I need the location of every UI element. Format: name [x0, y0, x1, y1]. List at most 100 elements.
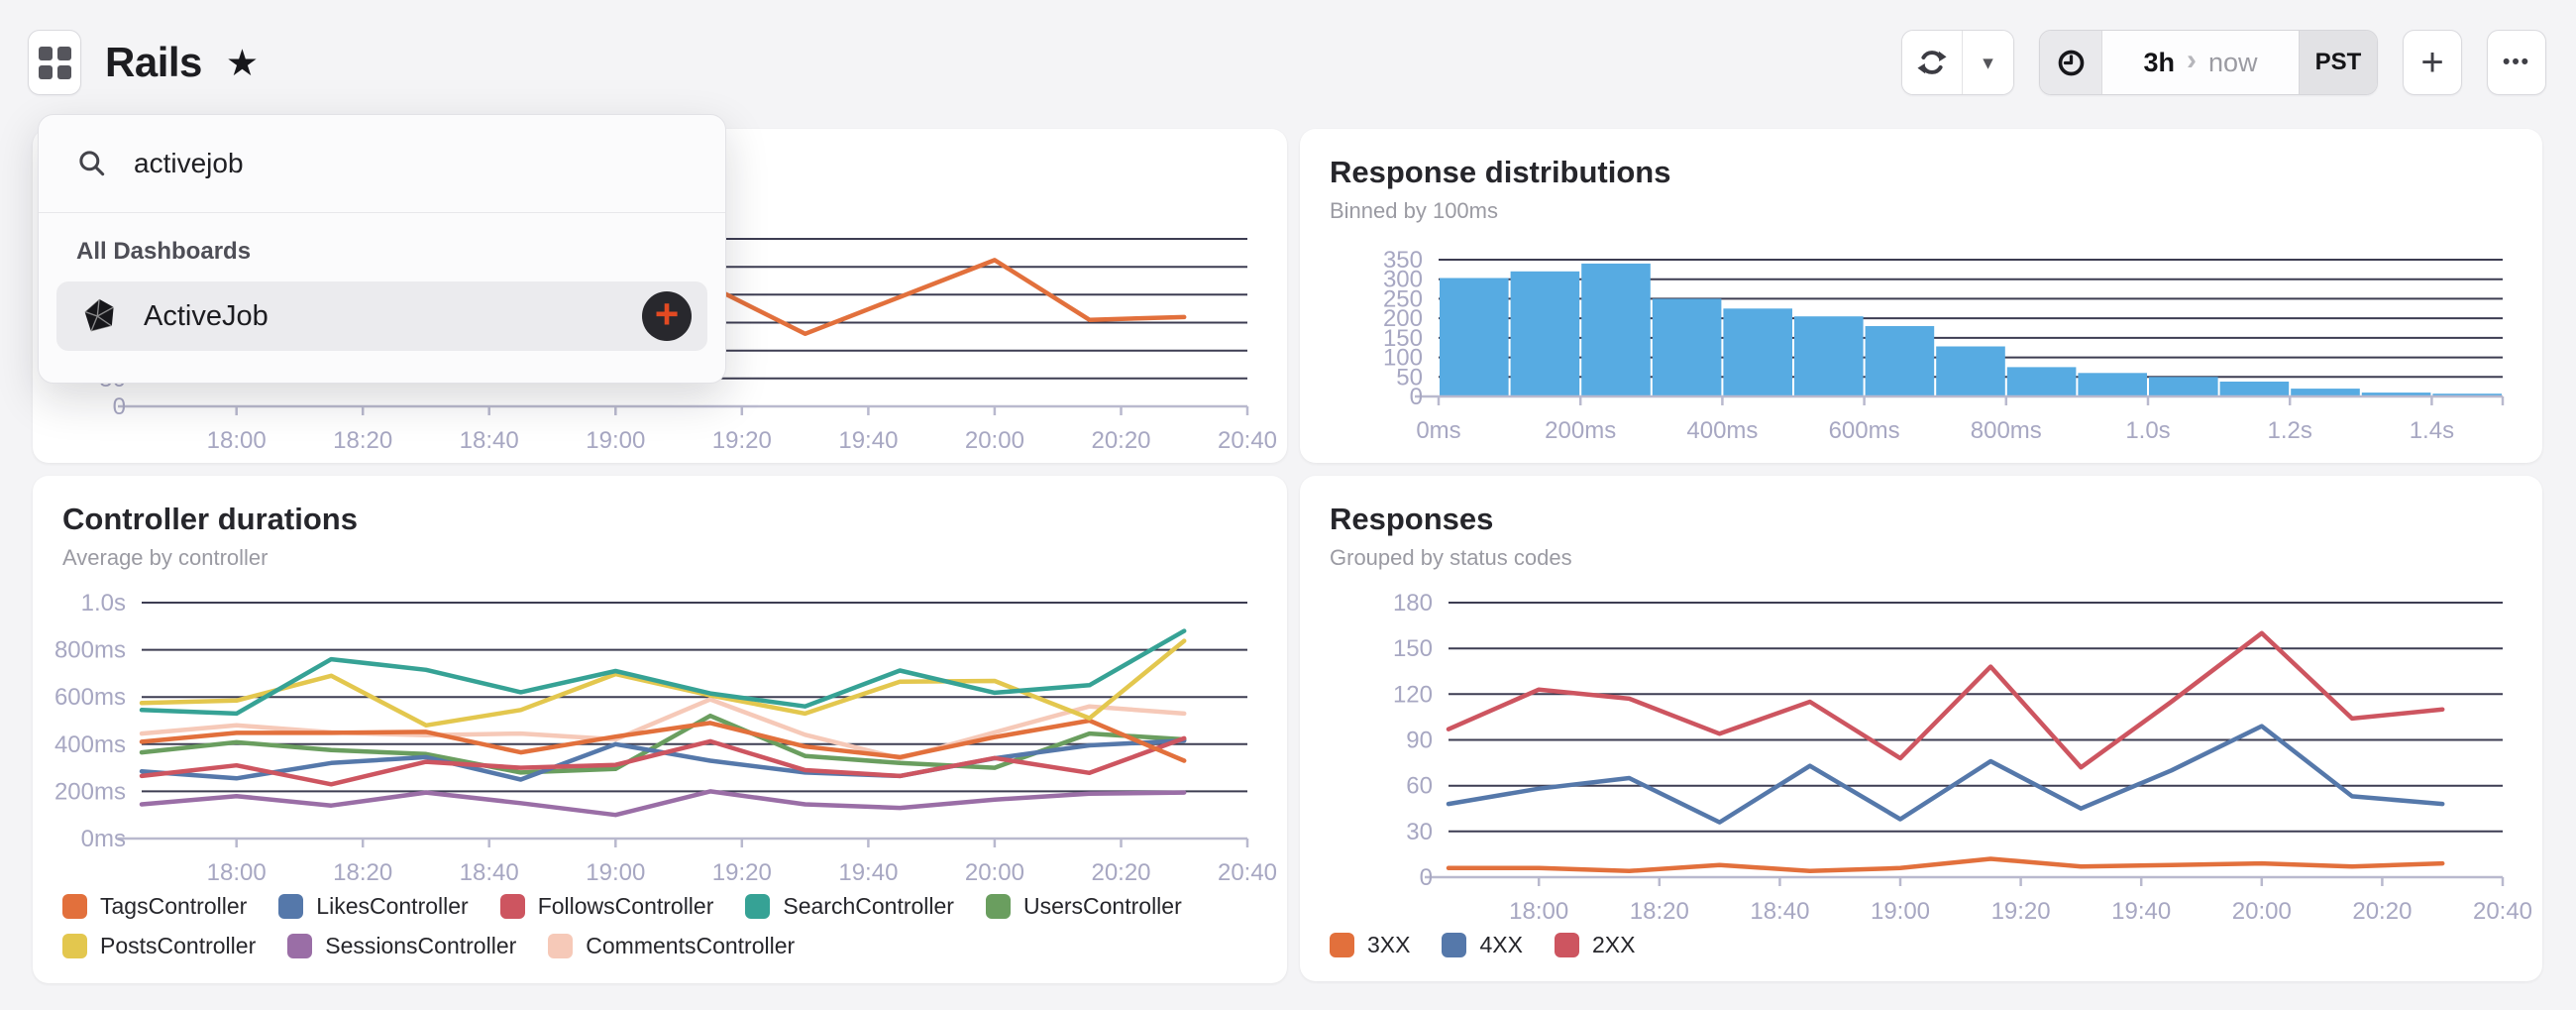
responses-chart-canvas: 18:00 18:20 18:40 19:00 19:20 19:40 20:00 20:20…: [1393, 590, 2532, 925]
svg-text:19:20: 19:20: [712, 859, 772, 886]
svg-text:0: 0: [113, 393, 126, 420]
svg-text:0: 0: [1410, 384, 1423, 410]
dashboard-search-overlay: All Dashboards ActiveJob +: [38, 114, 726, 384]
search-row: [39, 115, 725, 212]
svg-text:0ms: 0ms: [81, 826, 126, 852]
legend-label: 3XX: [1367, 932, 1411, 957]
svg-text:20:00: 20:00: [965, 859, 1024, 886]
refresh-options-button[interactable]: ▾: [1962, 31, 2013, 94]
legend-swatch: [287, 934, 313, 958]
svg-text:20:40: 20:40: [2473, 898, 2532, 925]
legend-item-CommentsController[interactable]: CommentsController: [548, 933, 795, 959]
svg-text:20:00: 20:00: [965, 427, 1024, 454]
refresh-icon: [1917, 51, 1947, 74]
page-title: Rails: [105, 39, 202, 85]
svg-text:250: 250: [1383, 285, 1423, 312]
svg-text:180: 180: [1393, 590, 1433, 617]
svg-text:20:20: 20:20: [2352, 898, 2412, 925]
favorite-star-icon[interactable]: ★: [225, 42, 260, 83]
svg-text:800ms: 800ms: [1971, 417, 2042, 444]
svg-text:18:20: 18:20: [1630, 898, 1689, 925]
grid-icon: [38, 46, 71, 79]
refresh-button[interactable]: [1902, 31, 1962, 94]
time-range-display[interactable]: 3h › now: [2102, 31, 2299, 94]
search-icon: [79, 151, 105, 176]
apps-grid-button[interactable]: [28, 30, 81, 95]
legend-swatch: [548, 934, 574, 958]
responses-legend: 3XX 4XX 2XX: [1330, 932, 1635, 958]
legend-label: LikesController: [316, 893, 469, 919]
panel-title: Controller durations: [62, 502, 358, 536]
panel-subtitle: Grouped by status codes: [1330, 545, 1572, 570]
divider: [39, 212, 725, 213]
panel-subtitle: Average by controller: [62, 545, 268, 570]
search-result-label: ActiveJob: [144, 299, 268, 332]
legend-swatch: [62, 934, 87, 958]
svg-text:1.0s: 1.0s: [81, 590, 126, 617]
legend-label: UsersController: [1022, 893, 1182, 919]
add-panel-button[interactable]: +: [2403, 30, 2462, 95]
legend-label: 2XX: [1591, 932, 1636, 957]
panel-responses: Responses Grouped by status codes 18:00 1…: [1300, 476, 2542, 981]
time-picker-button[interactable]: [2040, 31, 2102, 94]
svg-text:30: 30: [1406, 819, 1433, 845]
svg-text:19:00: 19:00: [586, 427, 645, 454]
legend-label: CommentsController: [586, 933, 796, 958]
controller-durations-legend: TagsController LikesController FollowsCont…: [62, 893, 1182, 959]
svg-text:19:40: 19:40: [2111, 898, 2171, 925]
time-range-control: 3h › now PST: [2039, 30, 2378, 95]
panel-response-distributions: Response distributions Binned by 100ms 0…: [1300, 129, 2542, 463]
legend-item-FollowsController[interactable]: FollowsController: [499, 893, 714, 920]
top-bar: Rails ★ ▾: [0, 0, 2576, 127]
panel-title: Response distributions: [1330, 155, 1671, 189]
timezone-button[interactable]: PST: [2299, 31, 2377, 94]
legend-swatch: [62, 894, 87, 919]
legend-swatch: [1554, 933, 1579, 957]
legend-swatch: [985, 894, 1011, 919]
svg-text:350: 350: [1383, 247, 1423, 274]
svg-text:1.0s: 1.0s: [2125, 417, 2170, 444]
legend-item-TagsController[interactable]: TagsController: [62, 893, 247, 920]
top-left-chart-canvas: 18:00 18:20 18:40 19:00 19:20 19:40 20:00 20:20…: [99, 238, 1277, 454]
search-section-label: All Dashboards: [76, 238, 252, 265]
gem-icon: [84, 298, 114, 333]
controller-durations-chart-canvas: 18:00 18:20 18:40 19:00 19:20 19:40 20:00 20:20…: [54, 590, 1277, 886]
svg-text:400ms: 400ms: [54, 731, 126, 758]
add-dashboard-button[interactable]: +: [642, 291, 692, 341]
more-options-button[interactable]: •••: [2487, 30, 2546, 95]
legend-swatch: [1330, 933, 1354, 957]
legend-item-4XX[interactable]: 4XX: [1442, 932, 1523, 958]
svg-text:20:20: 20:20: [1091, 427, 1150, 454]
legend-label: 4XX: [1479, 932, 1523, 957]
svg-text:18:40: 18:40: [1750, 898, 1809, 925]
legend-item-2XX[interactable]: 2XX: [1554, 932, 1636, 958]
svg-text:120: 120: [1393, 681, 1433, 708]
svg-text:200ms: 200ms: [54, 778, 126, 805]
legend-item-PostsController[interactable]: PostsController: [62, 933, 256, 959]
legend-item-SearchController[interactable]: SearchController: [745, 893, 954, 920]
legend-item-SessionsController[interactable]: SessionsController: [287, 933, 516, 959]
legend-item-3XX[interactable]: 3XX: [1330, 932, 1410, 958]
svg-text:90: 90: [1406, 728, 1433, 754]
svg-text:18:00: 18:00: [207, 427, 267, 454]
svg-text:18:20: 18:20: [333, 427, 392, 454]
svg-text:18:20: 18:20: [333, 859, 392, 886]
search-input[interactable]: [132, 147, 651, 180]
legend-item-LikesController[interactable]: LikesController: [278, 893, 469, 920]
svg-text:150: 150: [1383, 325, 1423, 352]
legend-label: FollowsController: [537, 893, 714, 919]
panel-controller-durations: Controller durations Average by controll…: [33, 476, 1287, 983]
clock-icon: [2058, 50, 2084, 75]
svg-text:18:00: 18:00: [207, 859, 267, 886]
search-result-activejob[interactable]: ActiveJob +: [56, 281, 707, 351]
legend-swatch: [278, 894, 304, 919]
svg-text:20:40: 20:40: [1218, 427, 1277, 454]
svg-text:300: 300: [1383, 267, 1423, 293]
svg-text:20:00: 20:00: [2232, 898, 2292, 925]
svg-text:600ms: 600ms: [1829, 417, 1900, 444]
panel-title: Responses: [1330, 502, 1494, 536]
legend-item-UsersController[interactable]: UsersController: [985, 893, 1182, 920]
legend-swatch: [499, 894, 525, 919]
legend-label: SearchController: [783, 893, 954, 919]
